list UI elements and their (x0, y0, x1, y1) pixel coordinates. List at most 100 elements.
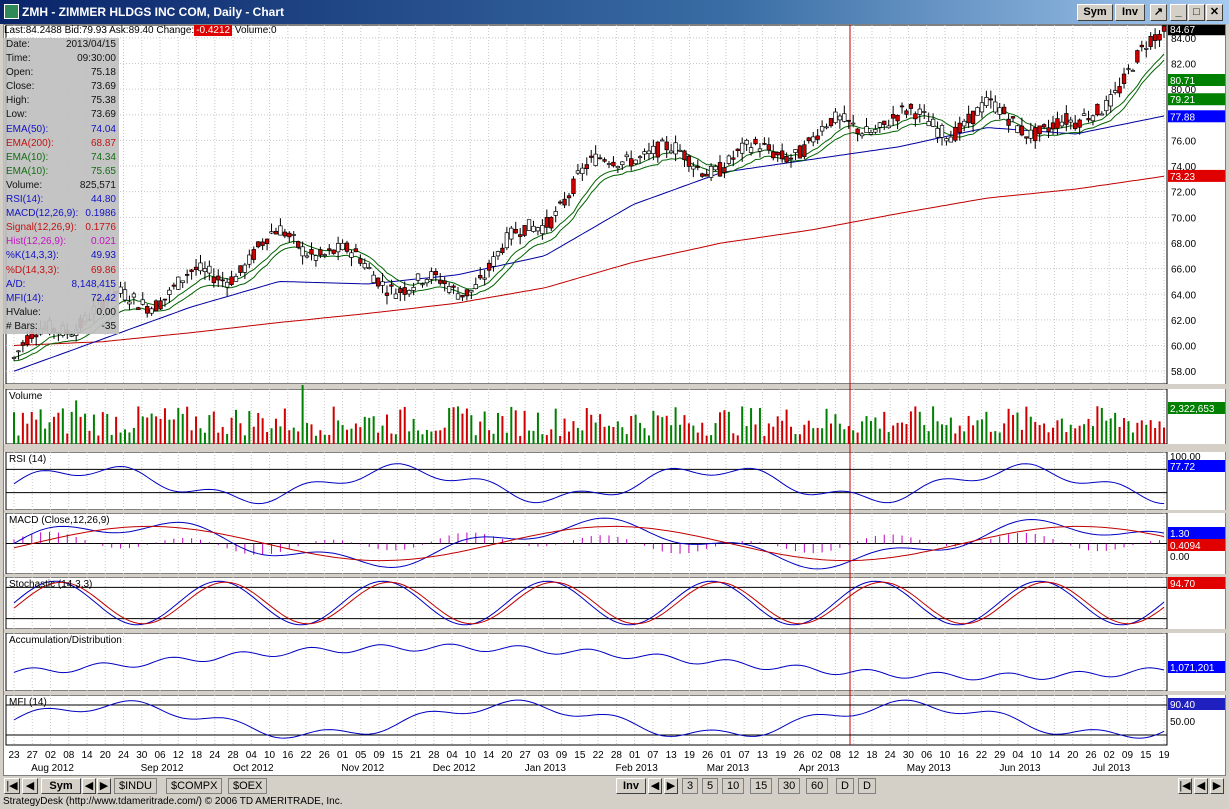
candle-body (811, 136, 816, 143)
candle-body (242, 264, 248, 273)
candle-body (327, 248, 332, 251)
bottom-inv-button[interactable]: Inv (616, 778, 646, 794)
chart-canvas[interactable]: 23 27 02 08 14 20 24 30 06 12 18 24 28 04 10 16 22 26 01 05… (4, 25, 1227, 777)
candle-body (256, 241, 261, 248)
tab-left-icon[interactable]: ◀ (82, 778, 96, 794)
prev-icon[interactable]: ◀ (22, 778, 38, 794)
candle-body (922, 111, 927, 113)
ad-line (13, 643, 1165, 681)
candle-body (384, 292, 390, 296)
candle-body (913, 113, 918, 120)
candle-body (695, 166, 700, 168)
inv-button[interactable]: Inv (1115, 4, 1145, 21)
period-30[interactable]: 30 (778, 778, 801, 794)
data-window-row: MFI(14): 72.42 (3, 292, 119, 306)
candle-body (162, 298, 168, 301)
bottom-toolbar: |◀ ◀ Sym ◀ ▶ $INDU $COMPX $OEX Inv ◀ ▶ 3… (0, 776, 1229, 796)
candle-body (593, 153, 598, 166)
period-daily[interactable]: D (836, 778, 854, 794)
minimize-icon[interactable]: _ (1170, 4, 1187, 21)
candle-body (1015, 125, 1020, 133)
period-daily-2[interactable]: D (858, 778, 876, 794)
period-5[interactable]: 5 (702, 778, 719, 794)
price-axis-label: 64.00 (1171, 290, 1196, 301)
popout-icon[interactable]: ↗ (1150, 4, 1167, 21)
scroll-left-icon[interactable]: ◀ (1194, 778, 1208, 794)
candle-body (269, 231, 274, 234)
date-tick-label: 19 (1158, 750, 1170, 761)
month-label: Jul 2013 (1092, 763, 1130, 774)
data-window-value: 825,571 (79, 179, 116, 191)
period-60[interactable]: 60 (806, 778, 829, 794)
candle-body (859, 133, 865, 137)
candle-body (335, 243, 341, 253)
candle-body (1139, 44, 1144, 48)
candle-body (264, 238, 270, 245)
tab-right-icon[interactable]: ▶ (97, 778, 111, 794)
month-label: Dec 2012 (433, 763, 476, 774)
date-tick-label: 07 (647, 750, 659, 761)
candle-body (1108, 94, 1113, 107)
data-window-value: 49.93 (90, 250, 116, 262)
candle-body (1161, 25, 1167, 32)
data-window-value: 0.1986 (85, 208, 116, 220)
data-window-key: Date: (6, 39, 30, 50)
candle-body (464, 289, 470, 297)
month-label: Nov 2012 (341, 763, 384, 774)
mfi-badge (1168, 698, 1225, 710)
date-tick-label: 14 (81, 750, 93, 761)
tab-compx[interactable]: $COMPX (166, 778, 223, 794)
scroll-right-icon[interactable]: ▶ (1210, 778, 1224, 794)
candle-body (504, 232, 510, 249)
bottom-sym-button[interactable]: Sym (41, 778, 81, 794)
data-window-value: 73.69 (90, 109, 116, 121)
sym-button[interactable]: Sym (1077, 4, 1113, 21)
first-icon[interactable]: |◀ (4, 778, 20, 794)
price-axis-label: 72.00 (1171, 188, 1196, 199)
candle-body (802, 144, 807, 157)
period-10[interactable]: 10 (722, 778, 745, 794)
candle-body (429, 271, 434, 280)
candle-body (793, 149, 798, 153)
candle-body (375, 277, 381, 287)
candle-body (158, 300, 163, 310)
month-label: Sep 2012 (141, 763, 184, 774)
inv-left-icon[interactable]: ◀ (648, 778, 662, 794)
candle-body (1002, 106, 1007, 115)
chart-area[interactable]: 23 27 02 08 14 20 24 30 06 12 18 24 28 04 10 16 22 26 01 05… (3, 24, 1227, 777)
candle-body (322, 254, 327, 256)
candle-body (660, 139, 665, 142)
candle-body (1006, 118, 1011, 126)
data-window-key: %D(14,3,3): (6, 264, 60, 276)
candle-body (127, 301, 132, 305)
data-window-value: 72.42 (90, 292, 116, 304)
bid-value: 79.93 (81, 25, 107, 36)
candle-body (855, 128, 860, 134)
scroll-start-icon[interactable]: |◀ (1178, 778, 1192, 794)
title-bar[interactable]: ZMH - ZIMMER HLDGS INC COM, Daily - Char… (0, 0, 1229, 24)
candle-body (939, 125, 945, 138)
date-tick-label: 14 (483, 750, 495, 761)
candle-body (713, 166, 718, 171)
inv-right-icon[interactable]: ▶ (664, 778, 678, 794)
date-tick-label: 15 (392, 750, 404, 761)
maximize-icon[interactable]: □ (1188, 4, 1205, 21)
period-3[interactable]: 3 (682, 778, 699, 794)
period-15[interactable]: 15 (750, 778, 773, 794)
candle-body (824, 126, 829, 129)
candle-body (948, 136, 954, 143)
candle-body (979, 102, 985, 113)
date-tick-label: 13 (757, 750, 769, 761)
ema10-low-line (13, 59, 1165, 362)
candle-body (1010, 116, 1016, 119)
ask-label: Ask: (109, 25, 129, 36)
tab-indu[interactable]: $INDU (114, 778, 158, 794)
candle-body (526, 219, 532, 231)
candle-body (367, 267, 372, 269)
tab-oex[interactable]: $OEX (228, 778, 268, 794)
date-tick-label: 10 (264, 750, 276, 761)
candle-body (957, 122, 962, 133)
month-label: Apr 2013 (799, 763, 840, 774)
close-icon[interactable]: ✕ (1206, 4, 1223, 21)
panel-separator (4, 574, 1227, 577)
